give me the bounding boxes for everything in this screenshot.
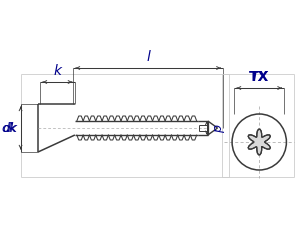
Text: TX: TX xyxy=(250,70,268,84)
Text: dk: dk xyxy=(2,122,17,135)
Text: TX: TX xyxy=(249,70,269,84)
Text: d: d xyxy=(210,124,223,132)
Text: l: l xyxy=(146,50,150,64)
Text: dk: dk xyxy=(2,122,18,135)
Polygon shape xyxy=(248,129,270,155)
Text: k: k xyxy=(53,64,62,78)
